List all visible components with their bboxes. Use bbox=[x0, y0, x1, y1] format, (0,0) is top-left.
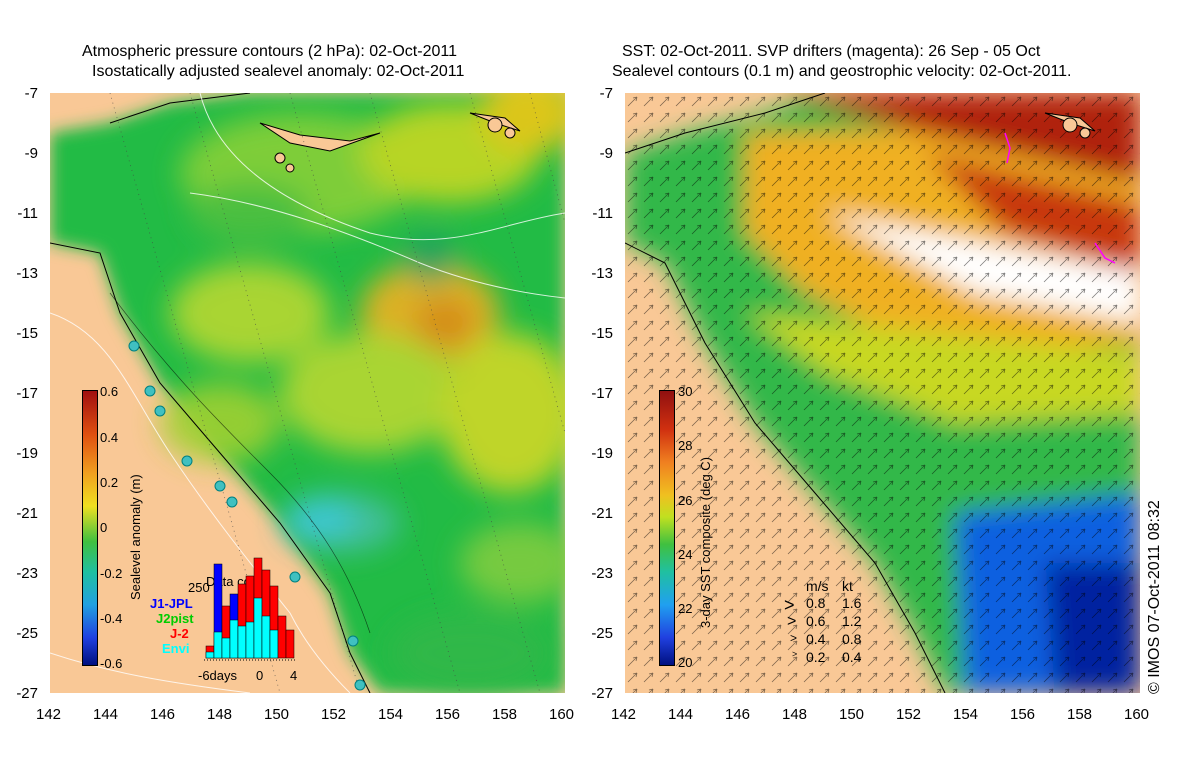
colorbar-tick: 0.4 bbox=[100, 430, 119, 445]
mission-j2pist: J2pist bbox=[156, 611, 194, 626]
x-tick: 158 bbox=[1067, 706, 1093, 723]
x-tick: 160 bbox=[1124, 706, 1150, 723]
y-tick: -15 bbox=[16, 325, 38, 342]
y-tick: -7 bbox=[24, 85, 38, 102]
y-tick: -15 bbox=[591, 325, 613, 342]
data-count-x-end: 4 bbox=[290, 668, 298, 683]
y-tick: -13 bbox=[16, 265, 38, 282]
speed-kt: 1.6 bbox=[842, 595, 862, 611]
mission-j1-jpl: J1-JPL bbox=[150, 596, 193, 611]
speed-ms: 0.4 bbox=[806, 631, 826, 647]
x-tick: 158 bbox=[492, 706, 518, 723]
mission-j-2: J-2 bbox=[170, 626, 189, 641]
sst-colorbar-title: 3-day SST composite (deg C) bbox=[698, 457, 713, 628]
x-tick: 144 bbox=[668, 706, 694, 723]
speed-header-kt: kt bbox=[842, 578, 853, 594]
colorbar-tick: 22 bbox=[678, 601, 693, 616]
right-title-line1: SST: 02-Oct-2011. SVP drifters (magenta)… bbox=[622, 43, 1041, 60]
data-count-bars bbox=[204, 557, 296, 661]
arrow-0.4-icon: > bbox=[790, 631, 798, 645]
x-tick: 156 bbox=[435, 706, 461, 723]
sealevel-anomaly-map bbox=[50, 93, 565, 693]
colorbar-tick: -0.6 bbox=[100, 656, 123, 671]
speed-ms: 0.2 bbox=[806, 649, 826, 665]
speed-ms: 0.8 bbox=[806, 595, 826, 611]
sealevel-colorbar bbox=[82, 390, 98, 666]
y-tick: -9 bbox=[599, 145, 613, 162]
y-tick: -17 bbox=[16, 385, 38, 402]
right-title-line2: Sealevel contours (0.1 m) and geostrophi… bbox=[612, 63, 1072, 80]
sst-map bbox=[625, 93, 1140, 693]
y-tick: -25 bbox=[16, 625, 38, 642]
x-tick: 148 bbox=[782, 706, 808, 723]
colorbar-tick: 0.2 bbox=[100, 475, 119, 490]
y-tick: -17 bbox=[591, 385, 613, 402]
x-tick: 148 bbox=[207, 706, 233, 723]
arrow-0.8-icon: > bbox=[784, 595, 795, 615]
data-count-max: 250 bbox=[188, 580, 210, 595]
y-tick: -9 bbox=[24, 145, 38, 162]
left-title-line2: Isostatically adjusted sealevel anomaly:… bbox=[92, 63, 465, 80]
y-tick: -11 bbox=[17, 205, 38, 222]
mission-envi: Envi bbox=[162, 641, 190, 656]
y-tick: -27 bbox=[591, 685, 613, 702]
y-tick: -13 bbox=[591, 265, 613, 282]
y-tick: -23 bbox=[591, 565, 613, 582]
colorbar-tick: 20 bbox=[678, 655, 693, 670]
speed-ms: 0.6 bbox=[806, 613, 826, 629]
sst-colorbar bbox=[659, 390, 675, 666]
arrow-0.6-icon: > bbox=[787, 613, 797, 630]
y-tick: -27 bbox=[16, 685, 38, 702]
y-tick: -7 bbox=[599, 85, 613, 102]
data-count-x-start: -6days bbox=[198, 668, 238, 683]
y-tick: -21 bbox=[16, 505, 38, 522]
y-tick: -21 bbox=[591, 505, 613, 522]
y-tick: -23 bbox=[16, 565, 38, 582]
y-tick: -11 bbox=[592, 205, 613, 222]
colorbar-tick: 0.6 bbox=[100, 384, 119, 399]
x-tick: 144 bbox=[93, 706, 119, 723]
colorbar-tick: -0.2 bbox=[100, 566, 123, 581]
colorbar-tick: 0 bbox=[100, 520, 108, 535]
x-tick: 154 bbox=[953, 706, 979, 723]
sealevel-colorbar-title: Sealevel anomaly (m) bbox=[128, 474, 143, 600]
colorbar-tick: 28 bbox=[678, 438, 693, 453]
imos-credit: © IMOS 07-Oct-2011 08:32 bbox=[1146, 500, 1163, 694]
speed-kt: 0.4 bbox=[842, 649, 862, 665]
y-tick: -19 bbox=[591, 445, 613, 462]
x-tick: 160 bbox=[549, 706, 575, 723]
x-tick: 142 bbox=[36, 706, 62, 723]
colorbar-tick: 24 bbox=[678, 547, 693, 562]
x-tick: 152 bbox=[321, 706, 347, 723]
x-tick: 152 bbox=[896, 706, 922, 723]
x-tick: 154 bbox=[378, 706, 404, 723]
y-tick: -19 bbox=[16, 445, 38, 462]
colorbar-tick: 30 bbox=[678, 384, 693, 399]
left-title-line1: Atmospheric pressure contours (2 hPa): 0… bbox=[82, 43, 457, 60]
data-count-x-zero: 0 bbox=[256, 668, 264, 683]
x-tick: 142 bbox=[611, 706, 637, 723]
x-tick: 146 bbox=[150, 706, 176, 723]
speed-kt: 1.2 bbox=[842, 613, 862, 629]
y-tick: -25 bbox=[591, 625, 613, 642]
speed-header-ms: m/s bbox=[806, 578, 829, 594]
arrow-0.2-icon: > bbox=[792, 649, 798, 659]
speed-kt: 0.8 bbox=[842, 631, 862, 647]
colorbar-tick: -0.4 bbox=[100, 611, 123, 626]
x-tick: 150 bbox=[839, 706, 865, 723]
x-tick: 156 bbox=[1010, 706, 1036, 723]
x-tick: 146 bbox=[725, 706, 751, 723]
colorbar-tick: 26 bbox=[678, 493, 693, 508]
x-tick: 150 bbox=[264, 706, 290, 723]
